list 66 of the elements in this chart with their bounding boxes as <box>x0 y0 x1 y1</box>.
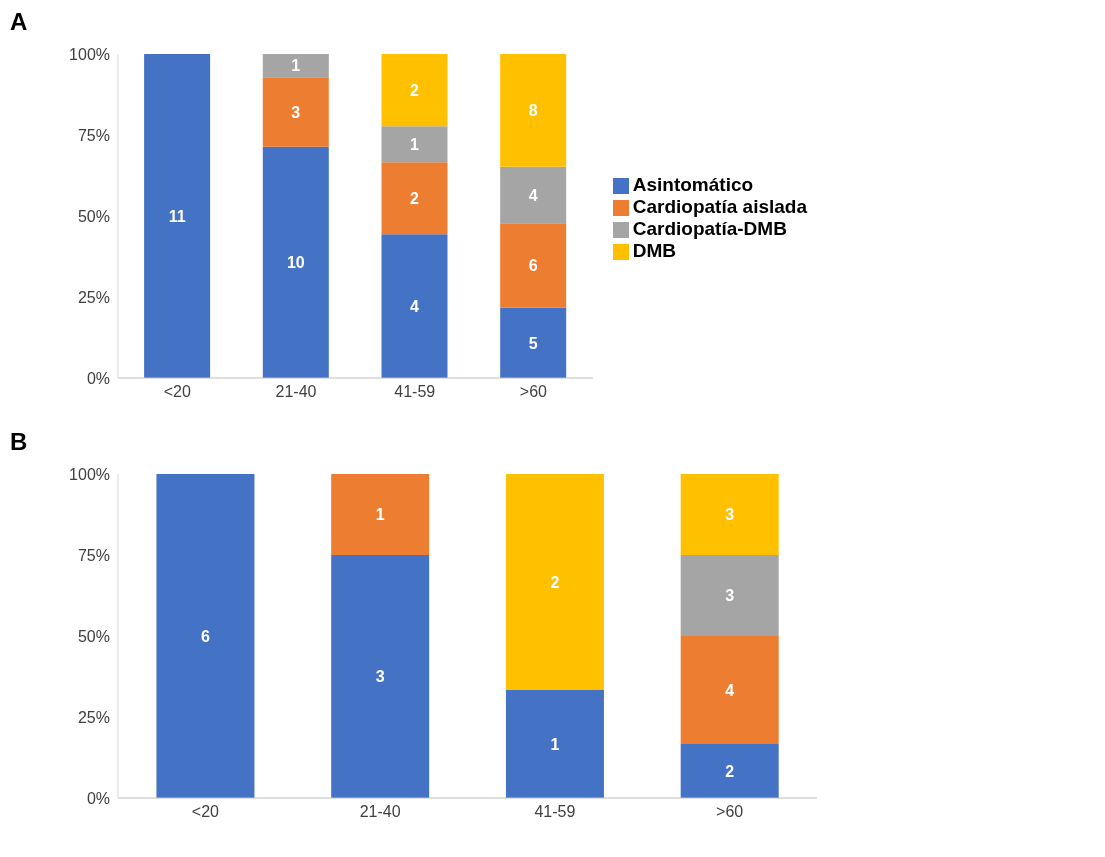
x-tick-label: >60 <box>519 383 548 401</box>
bar <box>381 54 448 127</box>
annotation: 2 <box>410 189 420 207</box>
annotation: 8 <box>528 102 538 120</box>
x-tick-label: 21-40 <box>359 803 401 821</box>
y-tick-label: 100% <box>69 45 110 63</box>
y-tick-label: 100% <box>69 465 110 483</box>
annotation: 5 <box>528 334 538 352</box>
y-tick-label: 0% <box>86 369 110 387</box>
bar <box>500 166 567 224</box>
annotation: 6 <box>528 257 538 275</box>
annotation: 3 <box>375 668 385 686</box>
annotation: 3 <box>725 587 735 605</box>
bar <box>156 474 255 798</box>
x-tick-label: 41-59 <box>534 803 576 821</box>
bar <box>680 474 779 555</box>
annotation: 1 <box>550 735 560 753</box>
y-tick-label: 25% <box>77 288 110 306</box>
bar <box>505 690 604 798</box>
x-tick-label: <20 <box>163 383 192 401</box>
bar <box>381 162 448 235</box>
annotation: 3 <box>725 506 735 524</box>
bar <box>500 223 567 308</box>
annotation: 3 <box>291 103 301 121</box>
annotation: 4 <box>410 297 420 315</box>
y-tick-label: 50% <box>77 627 110 645</box>
annotation: 1 <box>291 57 301 75</box>
bar <box>262 77 329 147</box>
y-tick-label: 0% <box>86 789 110 807</box>
bar <box>680 555 779 636</box>
bar <box>505 474 604 691</box>
annotation: 6 <box>200 627 210 645</box>
annotation: 11 <box>168 207 186 225</box>
y-tick-label: 75% <box>77 546 110 564</box>
bar <box>262 146 329 378</box>
chart-title: B <box>10 428 28 456</box>
bar <box>262 54 329 78</box>
bar <box>680 636 779 744</box>
bar <box>331 474 430 555</box>
y-tick-label: 75% <box>77 126 110 144</box>
bar <box>331 555 430 798</box>
bar <box>500 307 567 378</box>
annotation: 2 <box>550 573 560 591</box>
annotation: 10 <box>286 254 305 272</box>
annotation: 4 <box>725 681 735 699</box>
chart-title: A <box>10 8 28 36</box>
legend-label: Cardiopatía-DMB <box>632 218 787 239</box>
legend-label: Cardiopatía aislada <box>632 196 807 217</box>
bar <box>500 54 567 167</box>
y-tick-label: 25% <box>77 708 110 726</box>
annotation: 2 <box>410 81 420 99</box>
annotation: 2 <box>725 762 735 780</box>
x-tick-label: >60 <box>716 803 744 821</box>
x-tick-label: 21-40 <box>275 383 317 401</box>
legend-label: DMB <box>632 240 677 261</box>
legend-label: Asintomático <box>632 174 754 195</box>
annotation: 4 <box>528 186 538 204</box>
bar <box>144 54 211 378</box>
annotation: 1 <box>375 506 385 524</box>
bar <box>680 743 779 798</box>
y-tick-label: 50% <box>77 207 110 225</box>
bar <box>381 234 448 378</box>
bar <box>381 126 448 163</box>
annotation: 1 <box>410 135 420 153</box>
x-tick-label: 41-59 <box>394 383 436 401</box>
x-tick-label: <20 <box>191 803 220 821</box>
